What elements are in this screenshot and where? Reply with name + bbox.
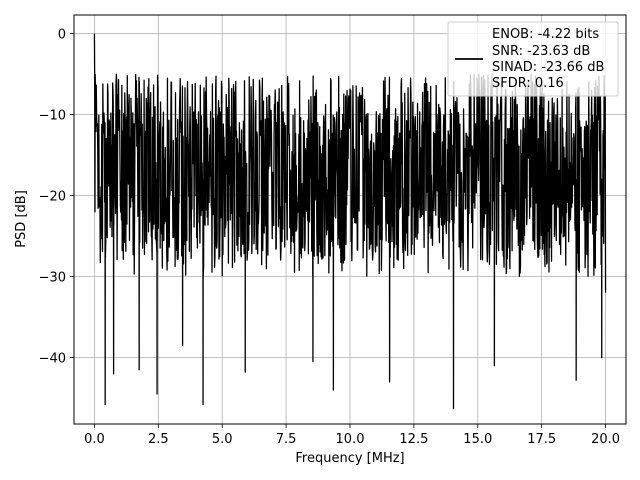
y-axis-title: PSD [dB] (14, 190, 29, 248)
x-tick-label: 12.5 (399, 432, 428, 447)
legend-box (447, 21, 619, 97)
x-tick-label: 20.0 (591, 432, 620, 447)
x-axis-title: Frequency [MHz] (295, 451, 404, 466)
x-tick-label: 15.0 (463, 432, 492, 447)
x-tick-label: 5.0 (212, 432, 233, 447)
legend-sinad: SINAD: -23.66 dB (492, 60, 604, 75)
x-tick-label: 17.5 (527, 432, 556, 447)
x-tick-label: 10.0 (336, 432, 365, 447)
x-axis: 0.0 2.5 5.0 7.5 10.0 12.5 15.0 17.5 20.0 (84, 424, 620, 447)
legend-enob: ENOB: -4.22 bits (492, 27, 599, 42)
y-tick-label: −10 (39, 109, 66, 124)
psd-line (93, 33, 607, 410)
x-tick-label: 0.0 (84, 432, 105, 447)
y-tick-label: −30 (39, 271, 66, 286)
legend-sfdr: SFDR: 0.16 (492, 76, 564, 91)
x-tick-label: 7.5 (276, 432, 297, 447)
y-tick-label: −20 (39, 190, 66, 205)
psd-series (93, 33, 607, 410)
legend: ENOB: -4.22 bits SNR: -23.63 dB SINAD: -… (447, 21, 619, 97)
y-tick-label: −40 (39, 352, 66, 367)
x-tick-label: 2.5 (148, 432, 169, 447)
legend-snr: SNR: -23.63 dB (492, 44, 590, 59)
y-tick-label: 0 (58, 28, 66, 43)
y-axis: 0 −10 −20 −30 −40 (39, 28, 74, 367)
